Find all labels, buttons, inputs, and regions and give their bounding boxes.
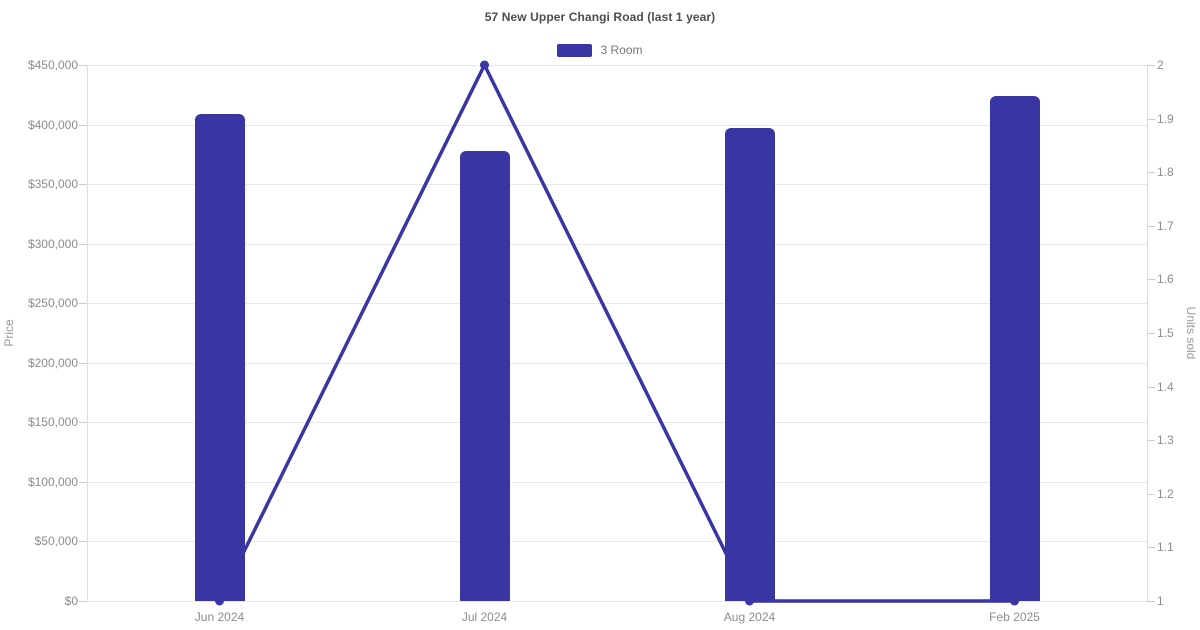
bar-jul-2024[interactable] — [459, 150, 510, 601]
left-axis-tick-labels: $0 $50,000 $100,000 $150,000 $200,000 $250,00… — [0, 0, 78, 630]
right-axis-tick-label: 1.8 — [1157, 165, 1174, 180]
legend: 3 Room — [0, 43, 1200, 57]
right-axis-tick-mark — [1147, 279, 1155, 281]
right-axis-tick-label: 1.4 — [1157, 379, 1174, 394]
left-axis-tick-label: $350,000 — [27, 177, 78, 192]
right-axis-tick-label: 1.5 — [1157, 326, 1174, 340]
right-axis-tick-mark — [1147, 547, 1155, 549]
gridline — [87, 481, 1147, 483]
x-axis-label-feb-2025: Feb 2025 — [989, 610, 1040, 624]
right-axis-tick-mark — [1147, 440, 1155, 442]
left-axis-tick-mark — [79, 65, 87, 66]
line-point-jul-2024[interactable] — [480, 60, 489, 70]
left-axis-tick-label: $100,000 — [27, 474, 78, 489]
left-axis-tick-label: $150,000 — [27, 415, 78, 430]
right-axis-tick-label: 1.9 — [1157, 111, 1174, 126]
left-axis-tick-mark — [79, 481, 87, 483]
plot-area — [87, 60, 1147, 606]
right-axis-tick-mark — [1147, 65, 1155, 66]
line-point-aug-2024[interactable] — [745, 596, 754, 606]
right-axis-tick-label: 1.7 — [1157, 218, 1174, 233]
x-axis-label-aug-2024: Aug 2024 — [723, 610, 776, 624]
left-axis-line — [87, 65, 88, 601]
gridline — [87, 422, 1147, 424]
gridline — [87, 65, 1147, 66]
left-axis-tick-label: $450,000 — [27, 58, 78, 72]
gridline — [87, 303, 1147, 305]
right-axis-tick-labels: 1 1.1 1.2 1.3 1.4 1.5 1.6 1.7 1.8 1.9 2 — [1157, 0, 1200, 630]
left-axis-tick-mark — [79, 303, 87, 305]
left-axis-tick-label: $0 — [64, 594, 78, 608]
right-axis-tick-mark — [1147, 225, 1155, 227]
gridline — [87, 124, 1147, 126]
right-axis-tick-mark — [1147, 118, 1155, 120]
left-axis-tick-label: $250,000 — [27, 296, 78, 311]
left-axis-tick-label: $300,000 — [27, 236, 78, 251]
left-axis-tick-mark — [79, 601, 87, 602]
gridline — [87, 541, 1147, 543]
right-axis-tick-mark — [1147, 601, 1155, 602]
right-axis-tick-label: 1.2 — [1157, 486, 1174, 501]
left-axis-tick-label: $400,000 — [27, 117, 78, 132]
x-axis-label-jun-2024: Jun 2024 — [194, 610, 245, 624]
right-axis-tick-mark — [1147, 386, 1155, 388]
left-axis-tick-label: $50,000 — [34, 534, 78, 549]
gridline — [87, 243, 1147, 245]
gridline — [87, 184, 1147, 186]
right-axis-tick-label: 1.3 — [1157, 433, 1174, 448]
left-axis-tick-mark — [79, 422, 87, 424]
right-axis-tick-label: 1.6 — [1157, 272, 1174, 287]
right-axis-tick-label: 1.1 — [1157, 540, 1174, 555]
right-axis-tick-mark — [1147, 172, 1155, 174]
left-axis-tick-mark — [79, 184, 87, 186]
left-axis-tick-mark — [79, 541, 87, 543]
bar-aug-2024[interactable] — [724, 128, 775, 601]
right-axis-tick-mark — [1147, 493, 1155, 495]
x-axis-label-jul-2024: Jul 2024 — [461, 610, 508, 624]
line-point-feb-2025[interactable] — [1010, 596, 1019, 606]
legend-swatch-3-room[interactable] — [557, 43, 593, 57]
gridline — [87, 362, 1147, 364]
right-axis-tick-label: 2 — [1157, 58, 1164, 72]
right-axis-tick-label: 1 — [1157, 594, 1164, 608]
line-path — [217, 63, 1015, 603]
bar-jun-2024[interactable] — [194, 113, 245, 601]
left-axis-tick-mark — [79, 362, 87, 364]
chart-title: 57 New Upper Changi Road (last 1 year) — [484, 10, 716, 24]
left-axis-tick-label: $200,000 — [27, 355, 78, 370]
gridline — [87, 601, 1147, 602]
units-sold-line — [215, 60, 1019, 606]
right-axis-tick-mark — [1147, 333, 1155, 334]
legend-label-3-room[interactable]: 3 Room — [600, 43, 643, 57]
left-axis-tick-mark — [79, 243, 87, 245]
left-axis-tick-mark — [79, 124, 87, 126]
line-point-jun-2024[interactable] — [215, 596, 224, 606]
bar-feb-2025[interactable] — [989, 95, 1040, 601]
